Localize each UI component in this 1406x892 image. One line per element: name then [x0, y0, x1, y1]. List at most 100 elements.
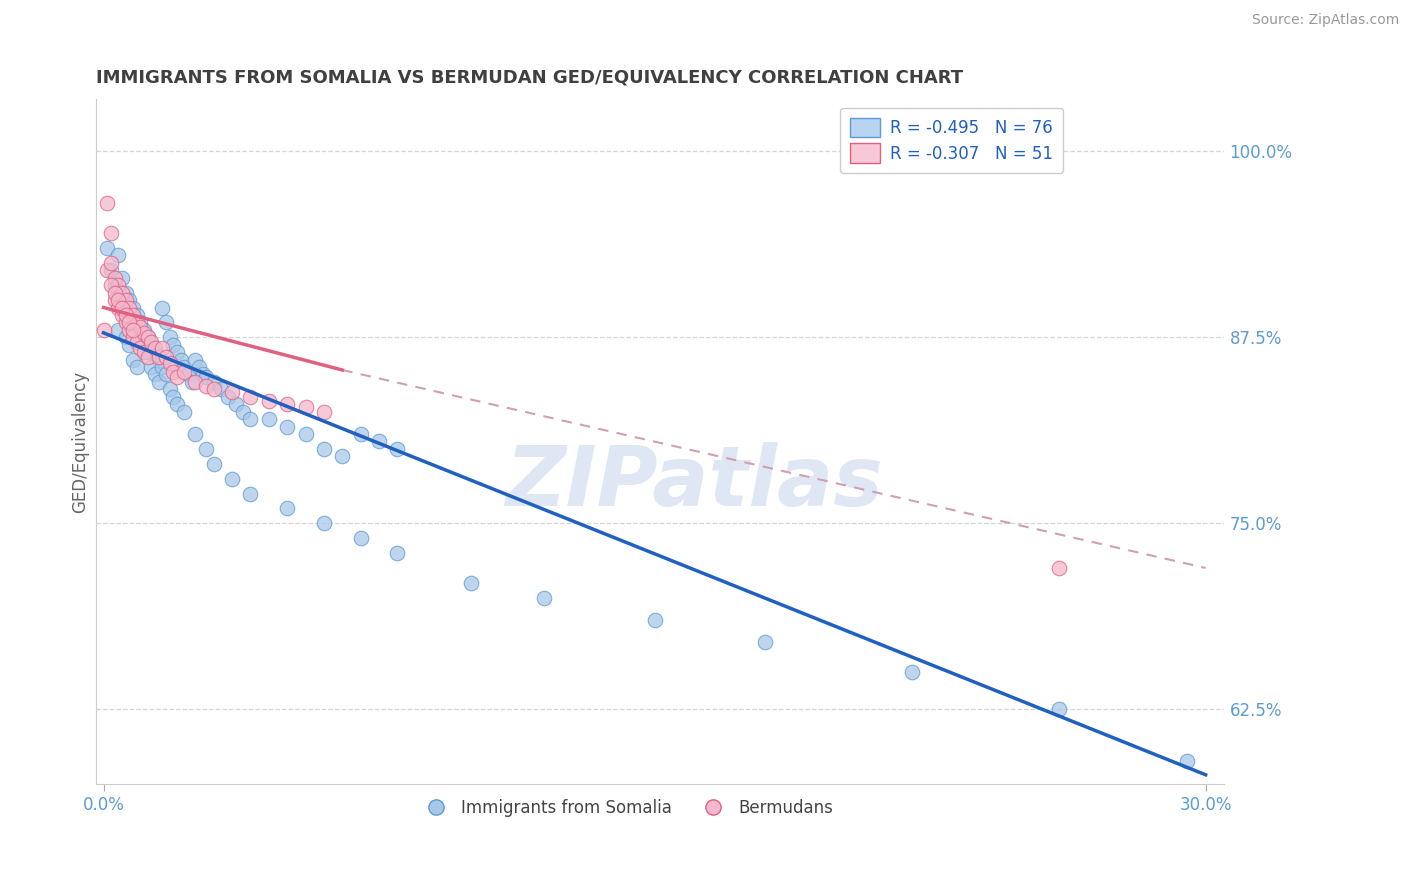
Point: [129, 319, 152, 334]
Point: [114, 285, 136, 300]
Point: [1047, 702, 1070, 716]
Point: [107, 301, 129, 315]
Point: [155, 315, 177, 329]
Point: [460, 575, 482, 590]
Point: [114, 308, 136, 322]
Point: [188, 359, 211, 374]
Point: [129, 330, 152, 344]
Legend: Immigrants from Somalia, Bermudans: Immigrants from Somalia, Bermudans: [412, 792, 839, 823]
Point: [107, 278, 129, 293]
Point: [125, 315, 148, 329]
Point: [159, 355, 181, 369]
Point: [93, 323, 115, 337]
Point: [136, 350, 159, 364]
Point: [118, 293, 141, 307]
Point: [122, 301, 145, 315]
Point: [166, 370, 188, 384]
Point: [350, 531, 373, 545]
Point: [107, 248, 129, 262]
Point: [111, 301, 134, 315]
Point: [129, 315, 152, 329]
Point: [202, 375, 225, 389]
Point: [143, 345, 166, 359]
Point: [100, 226, 122, 240]
Point: [1175, 755, 1198, 769]
Point: [118, 337, 141, 351]
Point: [276, 501, 298, 516]
Point: [184, 427, 207, 442]
Point: [111, 285, 134, 300]
Point: [217, 390, 239, 404]
Point: [195, 370, 218, 384]
Point: [125, 334, 148, 349]
Point: [162, 390, 184, 404]
Point: [96, 241, 118, 255]
Point: [155, 350, 177, 364]
Point: [118, 323, 141, 337]
Point: [173, 359, 195, 374]
Point: [387, 546, 409, 560]
Point: [155, 368, 177, 382]
Point: [221, 385, 243, 400]
Point: [96, 196, 118, 211]
Point: [195, 379, 218, 393]
Point: [202, 383, 225, 397]
Point: [129, 341, 152, 355]
Y-axis label: GED/Equivalency: GED/Equivalency: [72, 370, 89, 513]
Point: [103, 278, 125, 293]
Point: [312, 442, 335, 456]
Point: [350, 427, 373, 442]
Point: [100, 256, 122, 270]
Point: [159, 330, 181, 344]
Point: [162, 364, 184, 378]
Point: [114, 315, 136, 329]
Point: [122, 308, 145, 322]
Point: [141, 337, 163, 351]
Point: [148, 350, 170, 364]
Point: [170, 352, 193, 367]
Point: [122, 352, 145, 367]
Point: [239, 390, 262, 404]
Point: [184, 375, 207, 389]
Point: [173, 405, 195, 419]
Point: [221, 472, 243, 486]
Point: [239, 486, 262, 500]
Point: [132, 337, 155, 351]
Point: [118, 315, 141, 329]
Point: [114, 330, 136, 344]
Point: [368, 434, 391, 449]
Point: [166, 345, 188, 359]
Point: [644, 613, 666, 627]
Text: Source: ZipAtlas.com: Source: ZipAtlas.com: [1251, 13, 1399, 28]
Point: [276, 419, 298, 434]
Point: [141, 359, 163, 374]
Point: [148, 375, 170, 389]
Point: [257, 394, 280, 409]
Point: [159, 383, 181, 397]
Point: [294, 427, 316, 442]
Point: [195, 442, 218, 456]
Point: [177, 368, 200, 382]
Point: [150, 359, 173, 374]
Point: [103, 285, 125, 300]
Point: [141, 334, 163, 349]
Point: [132, 323, 155, 337]
Point: [166, 397, 188, 411]
Point: [225, 397, 247, 411]
Point: [111, 270, 134, 285]
Point: [150, 301, 173, 315]
Point: [330, 450, 353, 464]
Point: [312, 405, 335, 419]
Point: [111, 301, 134, 315]
Point: [900, 665, 922, 680]
Point: [754, 635, 776, 649]
Point: [184, 352, 207, 367]
Point: [107, 323, 129, 337]
Point: [191, 368, 214, 382]
Point: [136, 330, 159, 344]
Point: [276, 397, 298, 411]
Point: [100, 263, 122, 277]
Point: [122, 330, 145, 344]
Point: [96, 263, 118, 277]
Point: [125, 359, 148, 374]
